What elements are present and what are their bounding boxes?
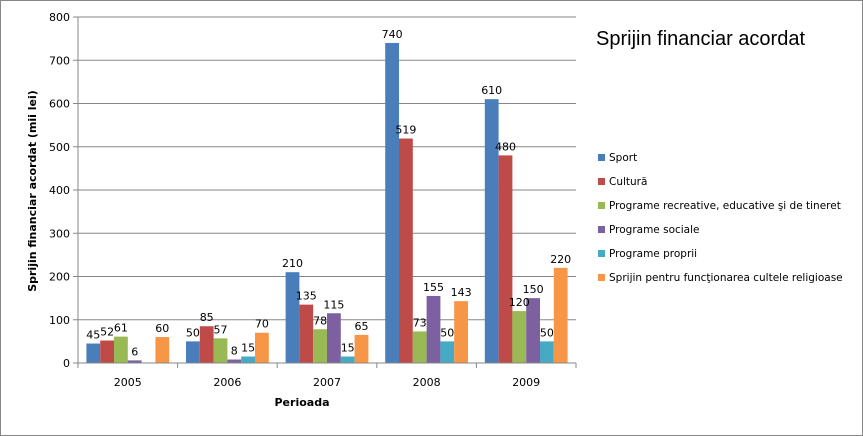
data-label: 519 bbox=[395, 124, 416, 137]
data-label: 57 bbox=[214, 323, 228, 336]
bar bbox=[440, 341, 455, 364]
bar bbox=[255, 332, 269, 363]
data-label: 45 bbox=[86, 329, 100, 342]
y-tick-label: 200 bbox=[49, 271, 70, 284]
bar bbox=[114, 336, 128, 363]
legend-label: Programe proprii bbox=[609, 248, 697, 260]
x-tick-label: 2007 bbox=[313, 376, 341, 389]
data-label: 78 bbox=[313, 314, 327, 327]
bar bbox=[327, 313, 341, 363]
y-tick-label: 500 bbox=[49, 141, 70, 154]
data-label: 15 bbox=[241, 342, 255, 355]
bar bbox=[454, 301, 468, 363]
y-tick-label: 300 bbox=[49, 227, 70, 240]
y-tick-label: 800 bbox=[49, 11, 70, 24]
data-label: 6 bbox=[131, 345, 138, 358]
legend-swatch bbox=[598, 226, 605, 233]
legend-label: Sprijin pentru funcţionarea cultele reli… bbox=[609, 272, 843, 284]
legend-swatch bbox=[598, 202, 605, 209]
data-label: 65 bbox=[355, 320, 369, 333]
x-tick-label: 2005 bbox=[114, 376, 142, 389]
bar bbox=[426, 295, 441, 363]
bar bbox=[241, 356, 255, 363]
legend-label: Programe sociale bbox=[609, 224, 700, 236]
x-tick-label: 2009 bbox=[512, 376, 540, 389]
data-label: 61 bbox=[114, 322, 128, 335]
legend-label: Cultură bbox=[609, 176, 647, 188]
chart-title: Sprijin financiar acordat bbox=[596, 28, 805, 50]
data-label: 85 bbox=[200, 311, 214, 324]
bar bbox=[86, 343, 101, 363]
data-label: 70 bbox=[255, 318, 269, 331]
data-label: 52 bbox=[100, 326, 114, 339]
data-label: 50 bbox=[186, 326, 200, 339]
bar bbox=[385, 42, 399, 363]
legend-swatch bbox=[598, 178, 605, 185]
y-tick-label: 0 bbox=[63, 357, 70, 370]
y-tick-label: 400 bbox=[49, 184, 70, 197]
bar bbox=[213, 338, 228, 363]
bar bbox=[340, 356, 355, 363]
bars bbox=[86, 42, 568, 364]
bar bbox=[399, 138, 413, 363]
data-label: 480 bbox=[495, 140, 516, 153]
bar bbox=[553, 267, 568, 363]
axes bbox=[77, 17, 576, 364]
legend-swatch bbox=[598, 274, 605, 281]
y-tick-label: 100 bbox=[49, 314, 70, 327]
data-label: 150 bbox=[523, 283, 544, 296]
data-label: 60 bbox=[155, 322, 169, 335]
bar bbox=[155, 337, 170, 363]
bar bbox=[285, 272, 300, 363]
bar bbox=[186, 341, 200, 364]
data-label: 50 bbox=[540, 326, 554, 339]
legend-label: Sport bbox=[609, 152, 637, 164]
bar bbox=[199, 326, 214, 363]
bar bbox=[512, 311, 527, 363]
data-label: 8 bbox=[231, 345, 238, 358]
bar bbox=[498, 155, 513, 363]
data-label: 73 bbox=[413, 316, 427, 329]
data-label: 50 bbox=[440, 326, 454, 339]
bar bbox=[526, 298, 540, 364]
x-axis-title: Perioada bbox=[275, 396, 330, 409]
data-label: 115 bbox=[323, 298, 344, 311]
legend-swatch bbox=[598, 250, 605, 257]
bar bbox=[540, 341, 554, 364]
data-label: 610 bbox=[481, 84, 502, 97]
legend-label: Programe recreative, educative şi de tin… bbox=[609, 200, 841, 212]
bar bbox=[100, 340, 114, 363]
bar bbox=[127, 360, 142, 363]
legend-swatch bbox=[598, 154, 605, 161]
bar bbox=[354, 334, 369, 363]
y-axis-ticks: 0 100 200 300 400 500 600 700 800 bbox=[49, 11, 78, 370]
gridlines bbox=[78, 16, 576, 321]
x-tick-label: 2006 bbox=[213, 376, 241, 389]
x-tick-label: 2008 bbox=[413, 376, 441, 389]
x-axis-ticks: 2005 2006 2007 2008 2009 bbox=[77, 363, 577, 389]
data-label: 220 bbox=[550, 253, 571, 266]
bar bbox=[412, 331, 427, 363]
data-label: 15 bbox=[341, 342, 355, 355]
data-label: 135 bbox=[296, 290, 317, 303]
y-axis-title: Sprijin financiar acordat (mii lei) bbox=[26, 90, 39, 292]
data-label: 740 bbox=[382, 28, 403, 41]
y-tick-label: 600 bbox=[49, 98, 70, 111]
bar bbox=[313, 329, 327, 363]
data-label: 210 bbox=[282, 257, 303, 270]
legend: Sport Cultură Programe recreative, educati… bbox=[598, 152, 843, 284]
bar bbox=[227, 359, 242, 363]
y-tick-label: 700 bbox=[49, 54, 70, 67]
data-label: 143 bbox=[451, 286, 472, 299]
data-label: 155 bbox=[423, 281, 444, 294]
bar bbox=[299, 304, 314, 363]
data-label: 120 bbox=[509, 296, 530, 309]
bar bbox=[484, 99, 499, 364]
